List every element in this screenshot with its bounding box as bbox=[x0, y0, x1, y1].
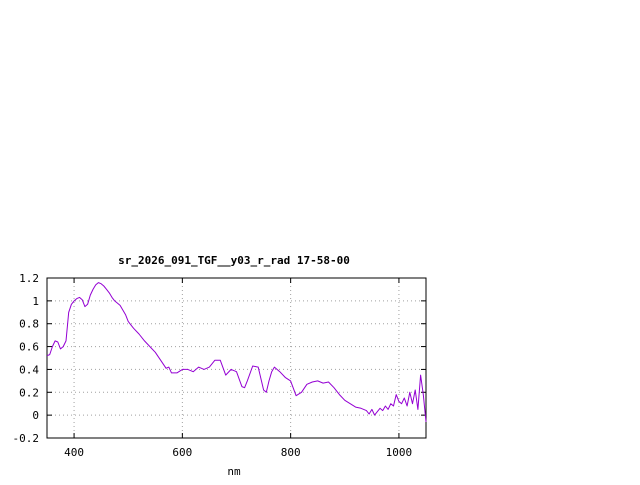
y-tick-label: 0.8 bbox=[19, 318, 39, 331]
x-tick-label: 800 bbox=[281, 446, 301, 459]
y-tick-label: 1.2 bbox=[19, 272, 39, 285]
y-tick-label: 0.6 bbox=[19, 341, 39, 354]
y-tick-label: 0 bbox=[32, 409, 39, 422]
y-tick-label: -0.2 bbox=[13, 432, 40, 445]
y-tick-label: 1 bbox=[32, 295, 39, 308]
series-layer bbox=[46, 282, 427, 423]
x-axis-label: nm bbox=[227, 465, 241, 478]
x-tick-label: 1000 bbox=[386, 446, 413, 459]
series-line bbox=[46, 282, 427, 423]
x-tick-label: 400 bbox=[64, 446, 84, 459]
axis-ticks: 400 600 800 1000 -0.2 0 0.2 0.4 0.6 0.8 1 1.2 bbox=[13, 272, 426, 459]
x-tick-label: 600 bbox=[172, 446, 192, 459]
y-tick-label: 0.2 bbox=[19, 386, 39, 399]
grid bbox=[47, 278, 426, 438]
chart-title: sr_2026_091_TGF__y03_r_rad 17-58-00 bbox=[118, 254, 350, 267]
y-tick-label: 0.4 bbox=[19, 363, 39, 376]
plot-frame bbox=[46, 277, 427, 439]
